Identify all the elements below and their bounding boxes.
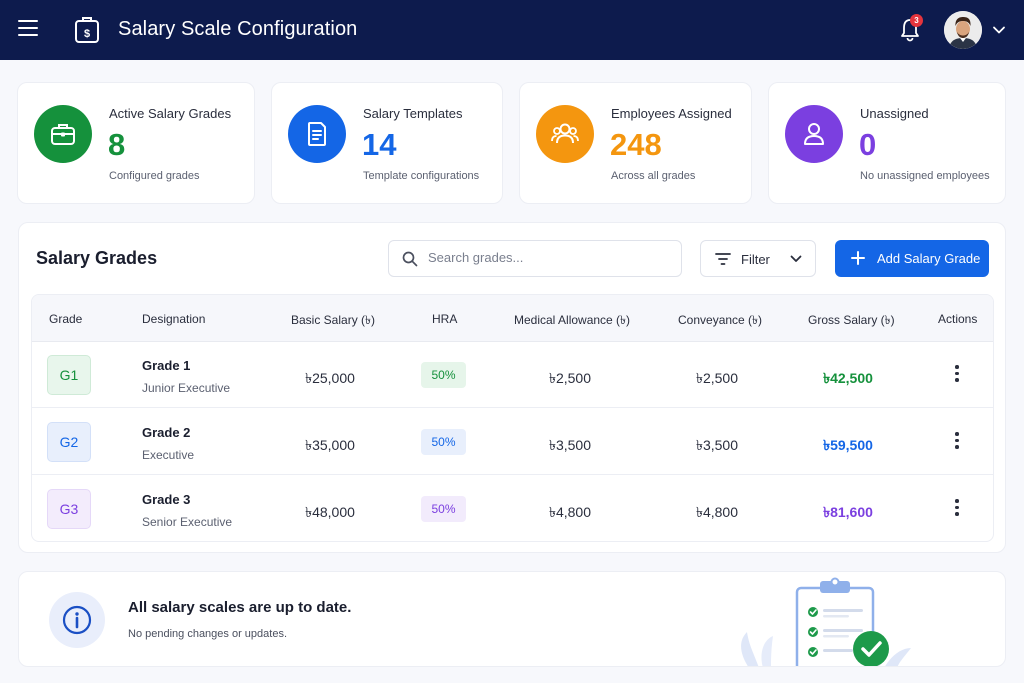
salary-grades-table: Grade Designation Basic Salary (৳) HRA M… bbox=[31, 294, 994, 542]
column-header-hra[interactable]: HRA bbox=[432, 312, 458, 326]
grade-badge[interactable]: G2 bbox=[47, 422, 91, 462]
more-actions-icon[interactable] bbox=[952, 365, 962, 385]
salary-document-icon: $ bbox=[75, 17, 99, 43]
conveyance: ৳4,800 bbox=[695, 504, 738, 520]
stat-subtitle: Across all grades bbox=[611, 170, 696, 182]
stat-subtitle: Template configurations bbox=[363, 170, 480, 182]
salary-grades-panel: Salary Grades Filter Add Salary Grade Gr… bbox=[18, 222, 1006, 553]
basic-salary: ৳35,000 bbox=[305, 437, 355, 453]
checklist-clipboard-illustration bbox=[741, 577, 911, 666]
avatar[interactable] bbox=[944, 11, 982, 49]
column-header-basic-salary[interactable]: Basic Salary (৳) bbox=[291, 313, 375, 327]
filter-label: Filter bbox=[741, 252, 770, 267]
column-header-grade[interactable]: Grade bbox=[49, 312, 83, 326]
medical-allowance: ৳2,500 bbox=[548, 370, 591, 386]
designation-level: Senior Executive bbox=[142, 515, 233, 529]
page-title: Salary Scale Configuration bbox=[118, 18, 358, 40]
users-icon bbox=[536, 105, 594, 163]
stat-value: 0 bbox=[859, 127, 877, 162]
stat-title: Employees Assigned bbox=[611, 106, 732, 121]
search-input[interactable] bbox=[428, 250, 668, 265]
svg-text:$: $ bbox=[84, 28, 90, 40]
designation-title: Grade 2 bbox=[142, 425, 191, 440]
hra-badge: 50% bbox=[421, 362, 466, 388]
stat-subtitle: No unassigned employees bbox=[860, 170, 990, 182]
add-salary-grade-button[interactable]: Add Salary Grade bbox=[835, 240, 989, 277]
gross-salary: ৳59,500 bbox=[823, 437, 873, 453]
search-box[interactable] bbox=[388, 240, 682, 277]
designation-level: Executive bbox=[142, 448, 195, 462]
gross-salary: ৳81,600 bbox=[823, 504, 873, 520]
briefcase-icon bbox=[34, 105, 92, 163]
medical-allowance: ৳3,500 bbox=[548, 437, 591, 453]
plus-icon bbox=[851, 251, 865, 265]
grade-badge[interactable]: G3 bbox=[47, 489, 91, 529]
stat-value: 8 bbox=[108, 127, 126, 162]
banner-subtitle: No pending changes or updates. bbox=[128, 628, 288, 640]
hra-badge: 50% bbox=[421, 429, 466, 455]
panel-title: Salary Grades bbox=[36, 248, 158, 268]
top-bar: $ Salary Scale Configuration 3 bbox=[0, 0, 1024, 60]
stat-card-templates: Salary Templates 14 Template configurati… bbox=[271, 82, 503, 204]
filter-button[interactable]: Filter bbox=[700, 240, 816, 277]
column-header-gross-salary[interactable]: Gross Salary (৳) bbox=[808, 313, 895, 327]
designation-level: Junior Executive bbox=[142, 381, 231, 395]
info-icon bbox=[49, 592, 105, 648]
menu-icon[interactable] bbox=[18, 20, 38, 38]
search-icon bbox=[402, 251, 418, 267]
banner-title: All salary scales are up to date. bbox=[128, 599, 352, 616]
designation-title: Grade 1 bbox=[142, 358, 191, 373]
chevron-down-icon[interactable] bbox=[992, 23, 1006, 37]
table-header: Grade Designation Basic Salary (৳) HRA M… bbox=[32, 295, 993, 342]
chevron-down-icon bbox=[790, 255, 802, 262]
stat-card-active-grades: Active Salary Grades 8 Configured grades bbox=[17, 82, 255, 204]
add-button-label: Add Salary Grade bbox=[877, 251, 981, 266]
table-row[interactable]: G3 Grade 3 Senior Executive ৳48,000 50% … bbox=[32, 476, 993, 541]
column-header-medical-allowance[interactable]: Medical Allowance (৳) bbox=[514, 313, 631, 327]
column-header-actions: Actions bbox=[938, 312, 978, 326]
conveyance: ৳2,500 bbox=[695, 370, 738, 386]
status-banner: All salary scales are up to date. No pen… bbox=[18, 571, 1006, 667]
hra-badge: 50% bbox=[421, 496, 466, 522]
user-icon bbox=[785, 105, 843, 163]
grade-badge[interactable]: G1 bbox=[47, 355, 91, 395]
more-actions-icon[interactable] bbox=[952, 499, 962, 519]
column-header-designation[interactable]: Designation bbox=[142, 312, 206, 326]
stat-title: Salary Templates bbox=[363, 106, 463, 121]
medical-allowance: ৳4,800 bbox=[548, 504, 591, 520]
more-actions-icon[interactable] bbox=[952, 432, 962, 452]
column-header-conveyance[interactable]: Conveyance (৳) bbox=[678, 313, 763, 327]
filter-icon bbox=[715, 253, 731, 265]
stat-card-unassigned: Unassigned 0 No unassigned employees bbox=[768, 82, 1006, 204]
stat-value: 14 bbox=[362, 127, 397, 162]
stat-card-employees-assigned: Employees Assigned 248 Across all grades bbox=[519, 82, 752, 204]
table-row[interactable]: G2 Grade 2 Executive ৳35,000 50% ৳3,500 … bbox=[32, 409, 993, 475]
document-icon bbox=[288, 105, 346, 163]
stat-value: 248 bbox=[610, 127, 662, 162]
basic-salary: ৳48,000 bbox=[305, 504, 355, 520]
table-row[interactable]: G1 Grade 1 Junior Executive ৳25,000 50% … bbox=[32, 342, 993, 408]
stat-subtitle: Configured grades bbox=[109, 170, 200, 182]
basic-salary: ৳25,000 bbox=[305, 370, 355, 386]
gross-salary: ৳42,500 bbox=[823, 370, 873, 386]
designation-title: Grade 3 bbox=[142, 492, 191, 507]
conveyance: ৳3,500 bbox=[695, 437, 738, 453]
stat-title: Unassigned bbox=[860, 106, 929, 121]
stat-title: Active Salary Grades bbox=[109, 106, 232, 121]
notification-badge: 3 bbox=[910, 14, 923, 27]
